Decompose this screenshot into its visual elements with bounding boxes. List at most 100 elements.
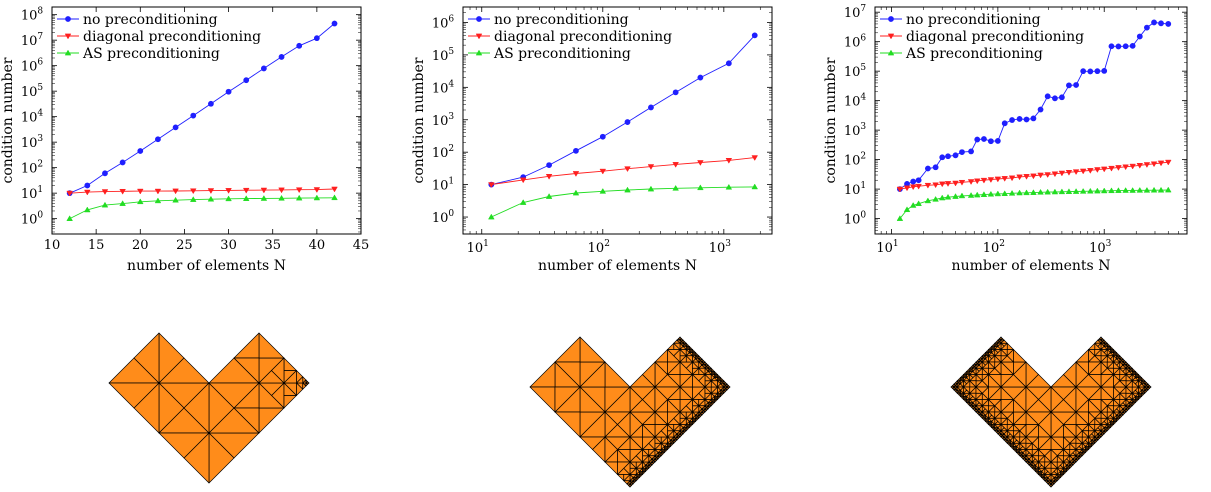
mesh-triangle [685,355,693,363]
mesh-triangle [983,352,986,357]
data-point [1058,188,1066,195]
mesh-triangle [1066,467,1069,472]
mesh-triangle [1138,389,1142,394]
mesh-triangle [714,377,718,382]
data-point [1009,117,1015,123]
mesh-triangle [1119,367,1127,372]
mesh-triangle [1050,481,1055,485]
mesh-triangle [953,386,957,391]
legend-marker [475,33,483,40]
data-point [1136,33,1143,40]
mesh-triangle [1000,436,1005,439]
mesh-triangle [679,355,687,363]
mesh-triangle [995,339,999,344]
x-tick-label: 35 [264,238,281,253]
mesh-triangle [1075,458,1078,463]
mesh-triangle [956,392,961,396]
mesh-triangle [958,377,961,382]
mesh-triangle [1125,408,1128,413]
data-point [973,191,981,198]
mesh-triangle [695,417,698,422]
mesh-triangle [258,332,285,359]
mesh-triangle [1003,436,1007,441]
mesh-triangle [654,386,668,413]
data-point [1037,172,1044,179]
mesh-triangle [955,380,958,385]
mesh-triangle [1010,442,1013,447]
mesh-triangle [1128,392,1133,400]
mesh-triangle [635,475,640,478]
y-tick-label: 105 [21,83,44,100]
y-tick-label: 106 [21,58,44,75]
mesh-triangle [999,336,1002,341]
mesh-triangle [689,347,693,350]
x-tick-label: 20 [132,238,149,253]
data-point [1164,159,1172,166]
data-point [84,182,91,189]
data-point [938,181,946,188]
data-point [1065,170,1073,176]
mesh-triangle [953,389,958,393]
mesh-triangle [1075,430,1083,438]
data-point [1087,168,1094,174]
mesh-triangle [1094,439,1097,444]
y-tick-label: 100 [21,211,44,228]
data-point [1072,169,1080,176]
data-point [1108,165,1115,172]
y-tick-label: 107 [21,32,44,49]
mesh-triangle [158,357,210,384]
mesh-triangle [988,374,1002,388]
legend-marker [64,33,72,40]
mesh-triangle [1053,467,1058,475]
data-point [545,193,553,199]
mesh-triangle [1038,449,1052,457]
mesh-triangle [1069,449,1077,457]
mesh-triangle [1113,361,1121,369]
mesh-triangle [554,361,581,388]
data-point [952,180,959,187]
mesh-triangle [1100,367,1114,375]
mesh-triangle [682,346,687,350]
data-point [1164,186,1172,193]
data-point [1016,189,1023,196]
mesh-triangle [966,371,971,374]
mesh-triangle [994,411,1002,419]
mesh-triangle [1103,417,1108,425]
data-point [101,189,109,195]
mesh-triangle [994,430,999,433]
mesh-triangle [997,339,1002,343]
mesh-triangle [978,358,983,361]
mesh-triangle [1097,433,1102,436]
mesh-triangle [1141,391,1146,394]
mesh-triangle [667,399,681,413]
mesh-triangle [994,427,997,432]
mesh-triangle [1138,396,1141,400]
y-tick-label: 108 [21,7,44,24]
mesh-triangle [1013,446,1016,450]
data-point [932,195,939,202]
mesh-triangle [699,358,703,363]
mesh-triangle [963,374,967,377]
mesh-triangle [966,402,971,405]
mesh-triangle [1139,377,1142,382]
data-point [1129,187,1136,193]
mesh-triangle [701,410,706,413]
mesh-triangle [980,355,983,360]
series-diagonal [488,155,759,188]
mesh-triangle [1038,386,1052,413]
data-point [751,32,758,39]
mesh-triangle [720,392,723,397]
data-point [725,183,733,190]
mesh-triangle [648,463,653,466]
mesh-triangle [1063,424,1077,438]
data-point [573,147,579,154]
data-point [994,190,1002,197]
mesh-triangle [1019,452,1022,457]
mesh-triangle [975,405,980,410]
data-point [1108,43,1115,50]
mesh-triangle [1038,471,1041,475]
mesh-triangle [604,361,631,388]
legend-label: diagonal preconditioning [83,29,261,45]
mesh-triangle [1094,424,1102,432]
data-point [974,136,981,143]
